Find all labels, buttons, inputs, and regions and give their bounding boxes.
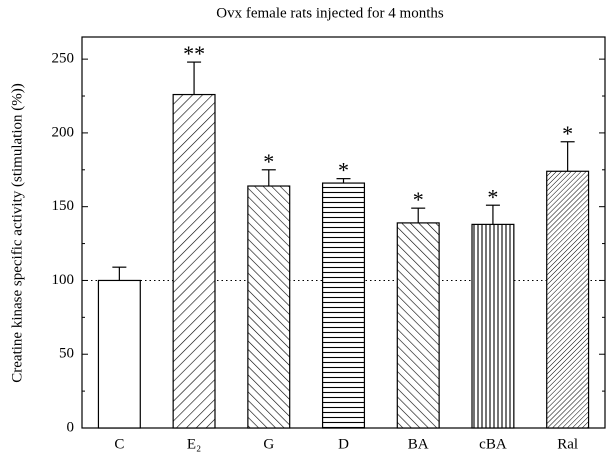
significance-label: *	[413, 187, 424, 212]
x-tick-label: G	[263, 436, 274, 452]
y-tick-label: 50	[59, 346, 74, 362]
bar	[396, 222, 440, 429]
bar	[97, 279, 141, 429]
x-tick-label: C	[114, 436, 124, 452]
bar	[546, 170, 590, 429]
y-tick-label: 100	[52, 272, 75, 288]
x-tick-label: BA	[408, 436, 429, 452]
x-tick-label: cBA	[479, 436, 507, 452]
bar	[172, 93, 216, 429]
significance-label: *	[487, 184, 498, 209]
y-axis-label: Creatine kinase specific activity (stimu…	[9, 83, 25, 382]
bar	[321, 182, 366, 429]
bar	[471, 223, 515, 429]
x-tick-label: D	[338, 436, 349, 452]
y-tick-label: 200	[52, 124, 75, 140]
x-tick-label: Ral	[557, 436, 578, 452]
significance-label: *	[263, 149, 274, 174]
x-tick-label: E₂	[187, 436, 201, 452]
y-tick-label: 0	[67, 419, 75, 435]
bar	[247, 185, 291, 429]
y-tick-label: 150	[52, 198, 75, 214]
chart-title: Ovx female rats injected for 4 months	[216, 5, 444, 21]
significance-label: *	[562, 121, 573, 146]
y-tick-label: 250	[52, 51, 75, 67]
significance-label: **	[183, 41, 205, 66]
significance-label: *	[338, 158, 349, 183]
